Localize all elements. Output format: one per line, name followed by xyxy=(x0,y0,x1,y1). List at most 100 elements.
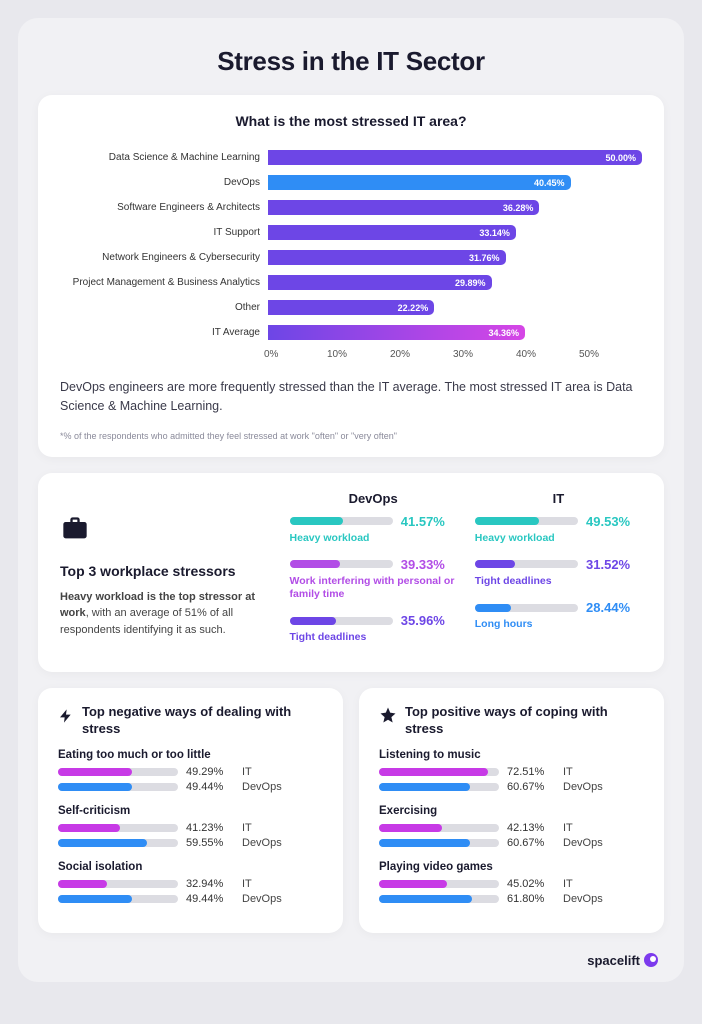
x-tick: 30% xyxy=(453,349,516,360)
stressor-item: 41.57%Heavy workload xyxy=(290,514,457,545)
bar-track: 34.36% xyxy=(268,325,642,340)
bar-value: 33.14% xyxy=(479,228,510,238)
metric-label: Exercising xyxy=(379,805,644,817)
bar-value: 36.28% xyxy=(503,203,534,213)
bar-track: 50.00% xyxy=(268,150,642,165)
metric-tag: DevOps xyxy=(563,893,603,905)
mini-bar xyxy=(475,560,578,568)
stressor-item: 49.53%Heavy workload xyxy=(475,514,642,545)
metric-row: 49.44%DevOps xyxy=(58,893,323,905)
bar-track: 31.76% xyxy=(268,250,642,265)
metric-tag: IT xyxy=(242,878,252,890)
metric-pct: 42.13% xyxy=(507,822,555,834)
bar-track: 40.45% xyxy=(268,175,642,190)
metric-row: 60.67% DevOps xyxy=(379,837,644,849)
most-stressed-chart-card: What is the most stressed IT area? Data … xyxy=(38,95,664,457)
x-tick: 20% xyxy=(390,349,453,360)
brand-name: spacelift xyxy=(587,953,640,968)
metric-pct: 41.23% xyxy=(186,822,234,834)
bar-fill: 50.00% xyxy=(268,150,642,165)
infographic-page: Stress in the IT Sector What is the most… xyxy=(18,18,684,982)
bar-fill: 29.89% xyxy=(268,275,492,290)
coping-row: Top negative ways of dealing with stress… xyxy=(38,688,664,949)
bar-row: IT Average 34.36% xyxy=(60,322,642,343)
metric-block: Eating too much or too little49.29%IT49.… xyxy=(58,749,323,793)
bar-row: IT Support33.14% xyxy=(60,222,642,243)
metric-pct: 49.44% xyxy=(186,893,234,905)
metric-row: 49.44%DevOps xyxy=(58,781,323,793)
metric-row: 60.67%DevOps xyxy=(379,781,644,793)
bar-label: Software Engineers & Architects xyxy=(60,202,268,213)
metric-pct: 32.94% xyxy=(186,878,234,890)
metric-pct: 60.67% xyxy=(507,837,555,849)
stressor-pct: 49.53% xyxy=(586,514,642,529)
column-head: IT xyxy=(475,491,642,506)
stressor-label: Heavy workload xyxy=(290,532,457,545)
briefcase-icon xyxy=(60,515,270,551)
bar-fill: 31.76% xyxy=(268,250,506,265)
metric-row: 45.02%IT xyxy=(379,878,644,890)
bar-label: DevOps xyxy=(60,177,268,188)
metric-bar xyxy=(379,880,499,888)
x-tick: 10% xyxy=(327,349,390,360)
mini-bar xyxy=(290,617,393,625)
negative-metrics: Eating too much or too little 49.29% IT 49.… xyxy=(58,749,323,905)
metric-label: Eating too much or too little xyxy=(58,749,323,761)
metric-pct: 49.29% xyxy=(186,766,234,778)
bar-row: DevOps40.45% xyxy=(60,172,642,193)
x-tick: 40% xyxy=(516,349,579,360)
stressor-pct: 35.96% xyxy=(401,613,457,628)
column-head: DevOps xyxy=(290,491,457,506)
x-tick: 50% xyxy=(579,349,642,360)
x-axis: 0%10%20%30%40%50% xyxy=(268,349,642,360)
metric-tag: DevOps xyxy=(563,837,603,849)
metric-row: 41.23% IT xyxy=(58,822,323,834)
metric-bar xyxy=(379,783,499,791)
metric-pct: 49.44% xyxy=(186,781,234,793)
mini-bar xyxy=(475,517,578,525)
bar-fill: 22.22% xyxy=(268,300,434,315)
metric-block: Exercising 42.13% IT 60.67% DevOps xyxy=(379,805,644,849)
metric-pct: 72.51% xyxy=(507,766,555,778)
positive-coping-card: Top positive ways of coping with stress … xyxy=(359,688,664,933)
bar-label: Network Engineers & Cybersecurity xyxy=(60,252,268,263)
bar-value: 50.00% xyxy=(605,153,636,163)
chart-title: What is the most stressed IT area? xyxy=(60,113,642,129)
bar-track: 33.14% xyxy=(268,225,642,240)
stressors-columns: DevOps41.57%Heavy workload39.33%Work int… xyxy=(290,491,642,657)
brand-logo-icon xyxy=(644,953,658,967)
stressor-pct: 31.52% xyxy=(586,557,642,572)
stressor-label: Work interfering with personal or family… xyxy=(290,575,457,601)
bar-track: 29.89% xyxy=(268,275,642,290)
metric-tag: IT xyxy=(563,822,573,834)
bar-label: Other xyxy=(60,302,268,313)
stressor-label: Long hours xyxy=(475,618,642,631)
chart-caption: DevOps engineers are more frequently str… xyxy=(60,378,642,417)
bar-fill: 34.36% xyxy=(268,325,525,340)
mini-bar xyxy=(290,517,393,525)
bar-track: 36.28% xyxy=(268,200,642,215)
metric-bar xyxy=(379,824,499,832)
bar-row: Software Engineers & Architects 36.28% xyxy=(60,197,642,218)
stressors-intro: Top 3 workplace stressors Heavy workload… xyxy=(60,491,270,657)
mini-bar xyxy=(290,560,393,568)
bar-label: IT Average xyxy=(60,327,268,338)
stressor-pct: 28.44% xyxy=(586,600,642,615)
chart-footnote: *% of the respondents who admitted they … xyxy=(60,431,642,441)
bar-value: 31.76% xyxy=(469,253,500,263)
bar-fill: 33.14% xyxy=(268,225,516,240)
bar-value: 34.36% xyxy=(488,328,519,338)
bar-label: Project Management & Business Analytics xyxy=(60,277,268,288)
metric-label: Self-criticism xyxy=(58,805,323,817)
positive-metrics: Listening to music72.51%IT60.67%DevOpsEx… xyxy=(379,749,644,905)
metric-bar xyxy=(58,824,178,832)
metric-tag: IT xyxy=(242,822,252,834)
metric-block: Self-criticism41.23%IT59.55%DevOps xyxy=(58,805,323,849)
brand-footer: spacelift xyxy=(38,953,664,968)
metric-bar xyxy=(58,783,178,791)
bar-track: 22.22% xyxy=(268,300,642,315)
metric-row: 42.13% IT xyxy=(379,822,644,834)
metric-label: Social isolation xyxy=(58,861,323,873)
bar-row: Data Science & Machine Learning50.00% xyxy=(60,147,642,168)
metric-pct: 61.80% xyxy=(507,893,555,905)
